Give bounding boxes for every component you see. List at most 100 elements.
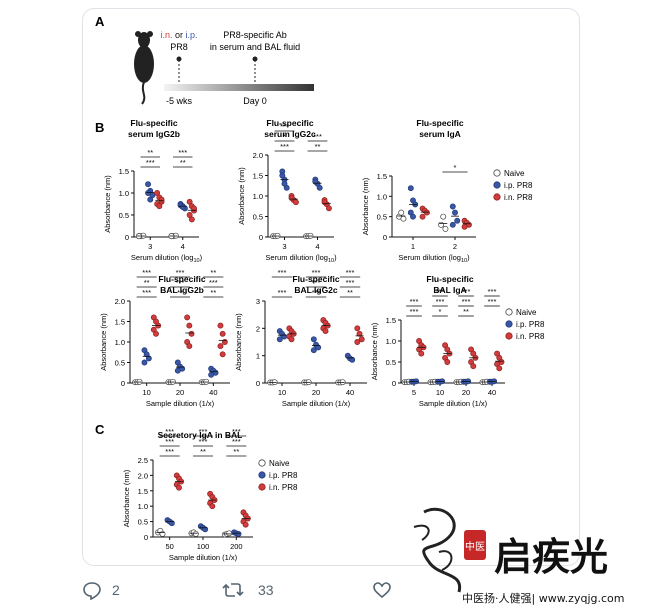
x-tick-label: 40 [346, 388, 354, 397]
point-ip [145, 355, 152, 362]
timepoint-1-label: -5 wks [166, 96, 193, 106]
point-in [186, 343, 193, 350]
reply-button[interactable]: 2 [82, 580, 120, 600]
point-in [188, 330, 195, 337]
point-ip [235, 530, 242, 537]
panel-a-letter: A [95, 14, 105, 29]
y-tick-label: 0 [121, 379, 125, 388]
like-button[interactable] [372, 580, 392, 600]
chart-title-line2: serum IgG2c [264, 129, 316, 139]
point-in [356, 330, 363, 337]
significance-label: ** [463, 307, 469, 316]
significance-label: *** [199, 427, 208, 436]
y-tick-label: 0.5 [115, 359, 125, 368]
y-tick-label: 2.0 [138, 471, 148, 480]
x-tick-label: 50 [165, 542, 173, 551]
y-tick-label: 1.0 [119, 189, 129, 198]
x-axis-label: Sample dilution (1/x) [169, 553, 238, 562]
heart-icon [373, 582, 391, 599]
y-axis-label: Absorbance (nm) [234, 313, 243, 371]
x-tick-label: 10 [436, 388, 444, 397]
significance-label: ** [144, 278, 150, 287]
point-in [217, 343, 224, 350]
retweet-button[interactable]: 33 [222, 580, 274, 600]
point-ip [452, 209, 458, 216]
significance-label: ** [210, 288, 216, 297]
significance-label: * [283, 132, 286, 141]
y-tick-label: 1.5 [119, 167, 129, 176]
legend-bal: Naive i.p. PR8 i.n. PR8 [505, 308, 545, 341]
y-axis-label: Absorbance (nm) [103, 175, 112, 233]
significance-label: *** [165, 427, 174, 436]
chart-title-line2: serum IgG2b [128, 129, 180, 139]
point-in [219, 351, 226, 358]
significance-label: *** [346, 268, 355, 277]
measure-label-1: PR8-specific Ab [223, 30, 287, 40]
legend-marker-naive [258, 459, 266, 467]
point-ip [179, 204, 186, 211]
point-in [322, 328, 329, 335]
chart-title-line1: Flu-specific [266, 118, 314, 128]
significance-label: *** [312, 268, 321, 277]
significance-label: *** [462, 297, 471, 306]
y-tick-label: 0 [256, 379, 260, 388]
significance-label: *** [165, 447, 174, 456]
y-tick-label: 1.5 [386, 316, 396, 325]
watermark-brand: 启疾光 [494, 535, 608, 579]
point-ip [141, 359, 148, 366]
significance-label: *** [232, 437, 241, 446]
x-axis-label: Sample dilution (1/x) [146, 399, 215, 408]
x-axis-label: Sample dilution (1/x) [419, 399, 488, 408]
point-in [186, 322, 193, 329]
y-tick-label: 0.5 [377, 213, 387, 222]
y-axis-label: Absorbance (nm) [237, 167, 246, 225]
y-tick-label: 1.0 [138, 502, 148, 511]
chart-title-line1: Flu-specific [158, 274, 206, 284]
point-in [156, 203, 163, 210]
significance-label: *** [410, 297, 419, 306]
x-tick-label: 5 [412, 388, 416, 397]
point-naive [192, 530, 199, 537]
watermark-flourish [413, 507, 462, 593]
point-naive [438, 221, 444, 228]
reply-count: 2 [112, 582, 120, 598]
point-in [219, 330, 226, 337]
legend-label-in: i.n. PR8 [516, 332, 545, 341]
chart-title-line1: Flu-specific [130, 118, 178, 128]
significance-label: *** [232, 427, 241, 436]
point-naive [400, 215, 407, 222]
x-tick-label: 3 [148, 242, 152, 251]
point-naive [398, 209, 405, 216]
significance-label: *** [176, 268, 185, 277]
significance-label: *** [436, 287, 445, 296]
x-tick-label: 20 [176, 388, 184, 397]
y-tick-label: 1.5 [115, 318, 125, 327]
x-tick-label: 4 [181, 242, 185, 251]
point-in [496, 365, 503, 372]
chart-title-line2: BAL IgA [433, 285, 466, 295]
point-in [444, 359, 451, 365]
tweet-card [82, 8, 580, 566]
y-tick-label: 1.5 [377, 172, 387, 181]
significance-label: *** [312, 288, 321, 297]
significance-label: ** [347, 288, 353, 297]
point-ip [174, 367, 181, 374]
point-in [419, 213, 426, 220]
y-tick-label: 0.5 [386, 358, 396, 367]
significance-label: *** [280, 142, 289, 151]
x-tick-label: 20 [312, 388, 320, 397]
point-in [292, 199, 299, 206]
significance-label: *** [312, 278, 321, 287]
point-naive [442, 225, 449, 232]
y-tick-label: 0 [383, 233, 387, 242]
point-in [153, 330, 159, 337]
y-tick-label: 0 [144, 533, 148, 542]
significance-label: * [439, 307, 442, 316]
point-ip [208, 371, 215, 378]
point-in [217, 322, 224, 329]
point-in [288, 336, 295, 343]
retweet-icon [222, 583, 244, 597]
point-in [176, 484, 182, 491]
mouse-icon [134, 31, 154, 105]
